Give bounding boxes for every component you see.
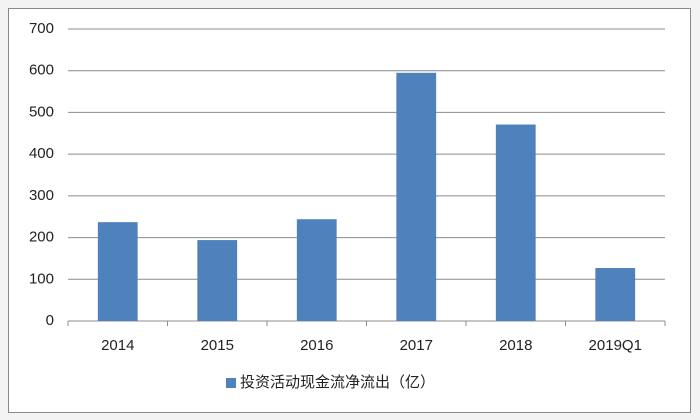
x-tick-label: 2017 <box>400 337 433 354</box>
y-tick-label: 500 <box>29 103 54 120</box>
y-tick-label: 200 <box>29 229 54 246</box>
y-tick-label: 400 <box>29 145 54 162</box>
bar <box>296 219 337 321</box>
legend-label: 投资活动现金流净流出（亿） <box>240 374 435 391</box>
y-tick-label: 600 <box>29 62 54 79</box>
x-tick-label: 2018 <box>499 337 532 354</box>
y-tick-label: 0 <box>46 312 54 329</box>
bar <box>97 222 138 321</box>
x-tick-label: 2014 <box>101 337 134 354</box>
bar <box>495 124 536 321</box>
bar <box>396 72 437 321</box>
x-tick-label: 2015 <box>201 337 234 354</box>
bar <box>197 240 238 321</box>
x-tick-label: 2019Q1 <box>589 337 642 354</box>
y-tick-label: 700 <box>29 20 54 37</box>
bar <box>595 268 636 321</box>
chart-frame <box>8 8 691 413</box>
legend-swatch <box>226 378 236 388</box>
x-tick-label: 2016 <box>300 337 333 354</box>
y-tick-label: 300 <box>29 187 54 204</box>
y-tick-label: 100 <box>29 270 54 287</box>
